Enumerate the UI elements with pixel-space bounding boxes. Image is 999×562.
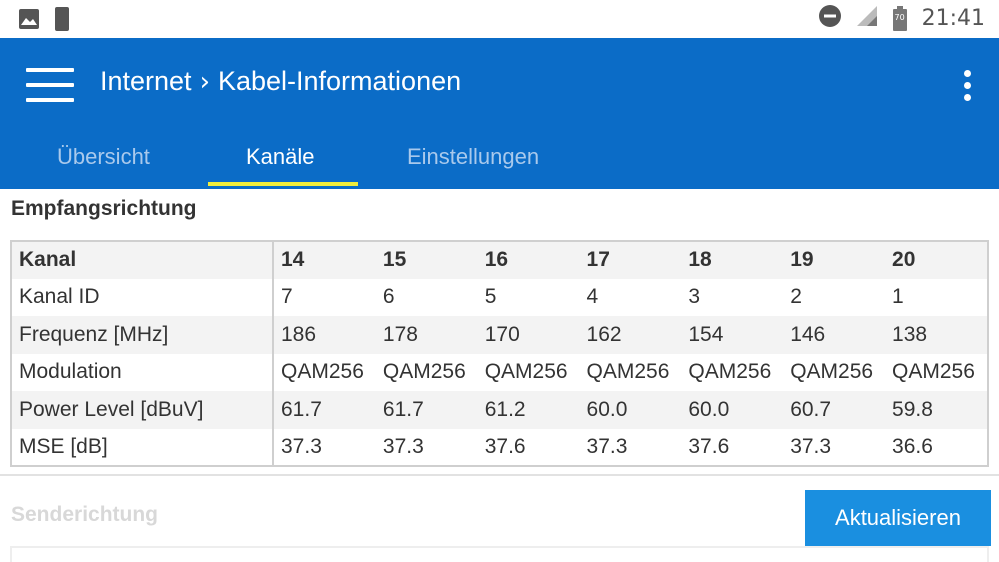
upstream-table — [10, 546, 989, 562]
app-bar: Internet › Kabel-Informationen Übersicht… — [0, 38, 999, 189]
table-cell: 37.3 — [579, 428, 682, 466]
table-row: Kanal ID 7 6 5 4 3 2 1 — [11, 278, 988, 316]
table-header-row: Kanal 14 15 16 17 18 19 20 — [11, 241, 988, 279]
table-cell: QAM256 — [783, 353, 886, 391]
channel-number: 14 — [273, 241, 376, 279]
table-cell: 37.6 — [477, 428, 580, 466]
table-cell: 186 — [273, 316, 376, 354]
table-cell: QAM256 — [375, 353, 478, 391]
table-cell: QAM256 — [273, 353, 376, 391]
row-label: Power Level [dBuV] — [11, 391, 274, 429]
table-cell: 37.3 — [375, 428, 478, 466]
header-label: Kanal — [11, 241, 274, 279]
table-cell: 60.0 — [681, 391, 784, 429]
table-cell: 60.7 — [783, 391, 886, 429]
table-row: Power Level [dBuV] 61.7 61.7 61.2 60.0 6… — [11, 391, 988, 429]
tab-channels[interactable]: Kanäle — [246, 144, 315, 169]
table-cell: 4 — [579, 278, 682, 316]
table-cell: 5 — [477, 278, 580, 316]
menu-icon[interactable] — [26, 68, 74, 102]
channel-number: 18 — [681, 241, 784, 279]
table-cell: 154 — [681, 316, 784, 354]
table-cell: 2 — [783, 278, 886, 316]
table-cell: 37.3 — [783, 428, 886, 466]
tab-overview[interactable]: Übersicht — [57, 144, 150, 169]
upstream-title: Senderichtung — [11, 503, 159, 526]
table-row: MSE [dB] 37.3 37.3 37.6 37.3 37.6 37.3 3… — [11, 428, 988, 466]
channel-number: 20 — [885, 241, 988, 279]
status-bar: 70 21:41 — [0, 0, 999, 38]
table-cell: 178 — [375, 316, 478, 354]
table-cell: 60.0 — [579, 391, 682, 429]
breadcrumb: Internet › Kabel-Informationen — [100, 66, 461, 97]
battery-level: 70 — [894, 12, 905, 22]
clock: 21:41 — [921, 6, 985, 31]
section-divider — [0, 474, 999, 476]
table-cell: 7 — [273, 278, 376, 316]
table-cell: 61.7 — [375, 391, 478, 429]
tab-bar: Übersicht Kanäle Einstellungen — [0, 138, 999, 189]
table-cell: 37.6 — [681, 428, 784, 466]
table-row: Frequenz [MHz] 186 178 170 162 154 146 1… — [11, 316, 988, 354]
battery-icon: 70 — [892, 5, 908, 32]
row-label: Kanal ID — [11, 278, 274, 316]
table-cell: 138 — [885, 316, 988, 354]
table-cell: 59.8 — [885, 391, 988, 429]
page-title: Kabel-Informationen — [217, 66, 462, 96]
table-cell: QAM256 — [477, 353, 580, 391]
table-cell: QAM256 — [885, 353, 988, 391]
table-cell: 170 — [477, 316, 580, 354]
table-cell: 37.3 — [273, 428, 376, 466]
signal-icon — [856, 5, 878, 32]
table-cell: 146 — [783, 316, 886, 354]
table-cell: 61.2 — [477, 391, 580, 429]
channel-number: 15 — [375, 241, 478, 279]
dnd-status-icon — [818, 4, 842, 33]
channel-number: 16 — [477, 241, 580, 279]
downstream-table: Kanal 14 15 16 17 18 19 20 Kanal ID 7 6 … — [10, 240, 989, 467]
table-cell: 3 — [681, 278, 784, 316]
table-cell: 6 — [375, 278, 478, 316]
gallery-notification-icon — [18, 8, 40, 35]
breadcrumb-section[interactable]: Internet — [100, 66, 192, 96]
row-label: Modulation — [11, 353, 274, 391]
table-cell: QAM256 — [579, 353, 682, 391]
table-cell: 36.6 — [885, 428, 988, 466]
more-options-icon[interactable] — [961, 70, 975, 102]
channel-number: 17 — [579, 241, 682, 279]
breadcrumb-separator-icon: › — [199, 66, 210, 97]
table-cell: 162 — [579, 316, 682, 354]
do-not-disturb-notification-icon — [54, 6, 70, 37]
table-cell: 1 — [885, 278, 988, 316]
table-cell: QAM256 — [681, 353, 784, 391]
table-cell: 61.7 — [273, 391, 376, 429]
channel-number: 19 — [783, 241, 886, 279]
table-row: Modulation QAM256 QAM256 QAM256 QAM256 Q… — [11, 353, 988, 391]
tab-settings[interactable]: Einstellungen — [407, 144, 540, 169]
downstream-title: Empfangsrichtung — [11, 197, 197, 220]
active-tab-indicator — [208, 182, 358, 186]
row-label: MSE [dB] — [11, 428, 274, 466]
row-label: Frequenz [MHz] — [11, 316, 274, 354]
refresh-button[interactable]: Aktualisieren — [805, 490, 991, 546]
